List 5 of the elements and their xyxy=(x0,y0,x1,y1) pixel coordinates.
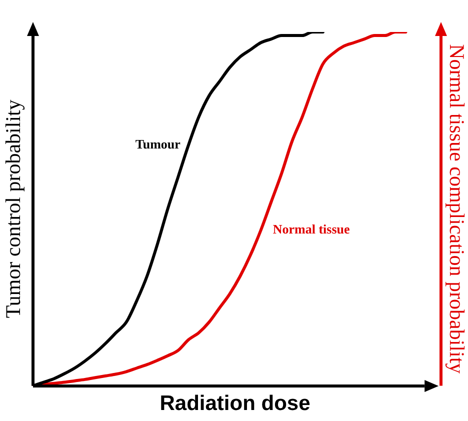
y-axis-title: Tumor control probability xyxy=(1,99,26,318)
series-label: Tumour xyxy=(135,136,181,152)
y2-axis-title: Normal tissue complication probability xyxy=(444,44,468,374)
series-label: Normal tissue xyxy=(272,221,350,236)
x-axis-title: Radiation dose xyxy=(160,392,310,416)
